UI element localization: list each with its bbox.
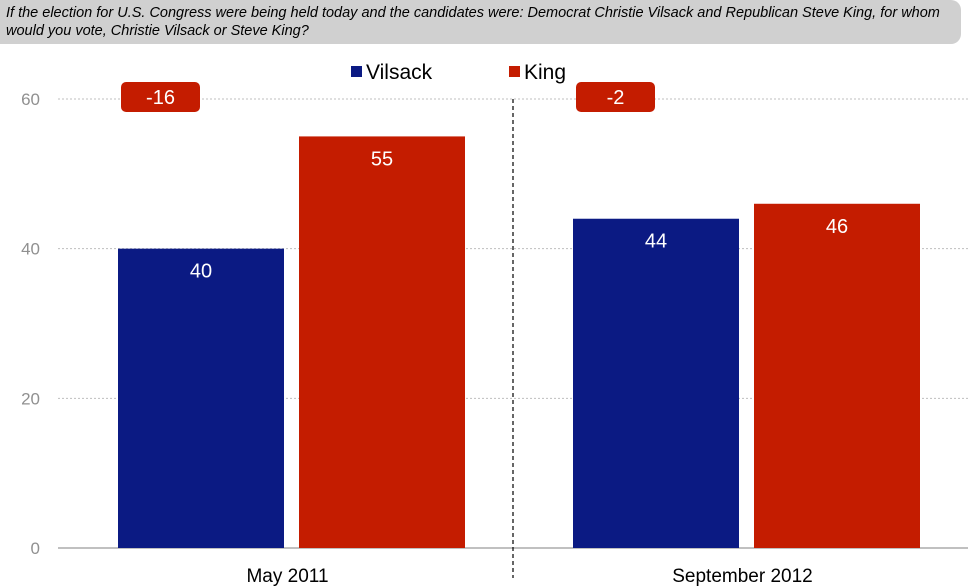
- x-category-label: May 2011: [246, 566, 328, 587]
- bar-value-label: 55: [371, 148, 393, 170]
- y-tick-label: 0: [31, 539, 40, 558]
- bar-vilsack: [573, 218, 739, 548]
- legend-label: King: [524, 61, 566, 84]
- difference-label: -2: [607, 87, 625, 109]
- legend-label: Vilsack: [366, 61, 433, 84]
- bar-value-label: 44: [645, 231, 667, 253]
- x-category-label: September 2012: [672, 566, 813, 587]
- bar-value-label: 40: [190, 261, 212, 283]
- difference-badge: [121, 82, 200, 112]
- bar-king: [299, 136, 465, 548]
- legend: Vilsack King: [351, 61, 566, 84]
- bars: 40 55 44 46: [118, 136, 920, 548]
- y-tick-label: 40: [21, 240, 40, 259]
- difference-badges: -16 -2: [121, 82, 655, 112]
- question-text: If the election for U.S. Congress were b…: [0, 0, 961, 44]
- legend-swatch: [351, 66, 362, 77]
- legend-swatch: [509, 66, 520, 77]
- bar-vilsack: [118, 248, 284, 548]
- bar-value-label: 46: [826, 216, 848, 238]
- difference-badge: [576, 82, 655, 112]
- y-tick-label: 20: [21, 389, 40, 408]
- bar-king: [754, 203, 920, 548]
- y-tick-label: 60: [21, 90, 40, 109]
- difference-label: -16: [146, 87, 175, 109]
